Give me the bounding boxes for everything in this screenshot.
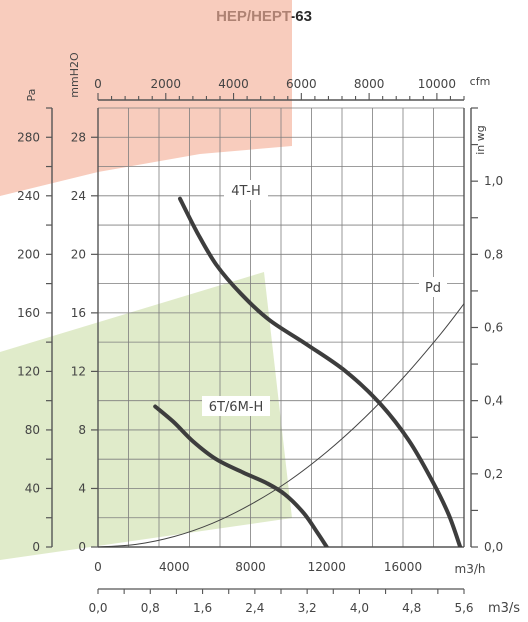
cfm-axis-label: cfm bbox=[470, 75, 491, 88]
region-green bbox=[0, 272, 292, 560]
inwg-tick-label: 0,0 bbox=[484, 540, 503, 554]
series-label-bg bbox=[419, 277, 447, 297]
operating-regions bbox=[0, 0, 292, 560]
pa-tick-label: 40 bbox=[25, 481, 40, 495]
inwg-tick-label: 0,2 bbox=[484, 467, 503, 481]
cfm-tick-label: 4000 bbox=[218, 77, 249, 91]
pa-axis-label: Pa bbox=[25, 89, 38, 102]
m3s-tick-label: 2,4 bbox=[245, 601, 264, 615]
labels: 0481216202428040801201602002402800,00,20… bbox=[17, 52, 520, 616]
m3h-axis-label: m3/h bbox=[455, 562, 486, 576]
mmh2o-tick-label: 16 bbox=[71, 306, 86, 320]
m3s-tick-label: 4,8 bbox=[402, 601, 421, 615]
pa-tick-label: 0 bbox=[32, 540, 40, 554]
cfm-tick-label: 10000 bbox=[418, 77, 456, 91]
inwg-tick-label: 0,6 bbox=[484, 321, 503, 335]
curves bbox=[98, 196, 464, 547]
inwg-axis-label: in wg bbox=[474, 125, 487, 155]
series-label-6t-6m-h: 6T/6M-H bbox=[209, 400, 264, 415]
curve-6t-6m-h bbox=[153, 404, 329, 547]
inwg-tick-label: 0,8 bbox=[484, 247, 503, 261]
m3h-tick-label: 4000 bbox=[159, 560, 190, 574]
m3s-tick-label: 0,0 bbox=[88, 601, 107, 615]
inwg-tick-label: 1,0 bbox=[484, 174, 503, 188]
curve-pd bbox=[98, 302, 464, 547]
pa-tick-label: 240 bbox=[17, 189, 40, 203]
curve-4t-h bbox=[178, 196, 463, 547]
m3h-tick-label: 0 bbox=[94, 560, 102, 574]
cfm-tick-label: 8000 bbox=[354, 77, 385, 91]
region-red bbox=[0, 0, 292, 196]
m3s-axis-label: m3/s bbox=[488, 601, 520, 616]
cfm-tick-label: 2000 bbox=[151, 77, 182, 91]
mmh2o-tick-label: 0 bbox=[78, 540, 86, 554]
inwg-tick-label: 0,4 bbox=[484, 394, 503, 408]
mmh2o-tick-label: 4 bbox=[78, 481, 86, 495]
cfm-tick-label: 0 bbox=[94, 77, 102, 91]
m3s-tick-label: 3,2 bbox=[298, 601, 317, 615]
pa-tick-label: 160 bbox=[17, 306, 40, 320]
cfm-tick-label: 6000 bbox=[286, 77, 317, 91]
m3h-tick-label: 16000 bbox=[384, 560, 422, 574]
mmh2o-tick-label: 20 bbox=[71, 247, 86, 261]
pa-tick-label: 120 bbox=[17, 364, 40, 378]
m3h-tick-label: 12000 bbox=[308, 560, 346, 574]
mmh2o-tick-label: 24 bbox=[71, 189, 86, 203]
m3h-tick-label: 8000 bbox=[235, 560, 266, 574]
mmh2o-tick-label: 28 bbox=[71, 130, 86, 144]
pa-tick-label: 80 bbox=[25, 423, 40, 437]
mmh2o-axis-label: mmH2O bbox=[68, 52, 81, 98]
mmh2o-tick-label: 12 bbox=[71, 364, 86, 378]
mmh2o-tick-label: 8 bbox=[78, 423, 86, 437]
axis-ticks bbox=[46, 93, 478, 594]
m3s-tick-label: 0,8 bbox=[141, 601, 160, 615]
series-label-bg bbox=[202, 396, 270, 416]
series-label-bg bbox=[224, 180, 268, 200]
m3s-tick-label: 1,6 bbox=[193, 601, 212, 615]
m3s-tick-label: 4,0 bbox=[350, 601, 369, 615]
series-label-4t-h: 4T-H bbox=[231, 184, 261, 199]
m3s-tick-label: 5,6 bbox=[454, 601, 473, 615]
series-label-pd: Pd bbox=[425, 281, 441, 296]
pa-tick-label: 200 bbox=[17, 247, 40, 261]
pa-tick-label: 280 bbox=[17, 130, 40, 144]
